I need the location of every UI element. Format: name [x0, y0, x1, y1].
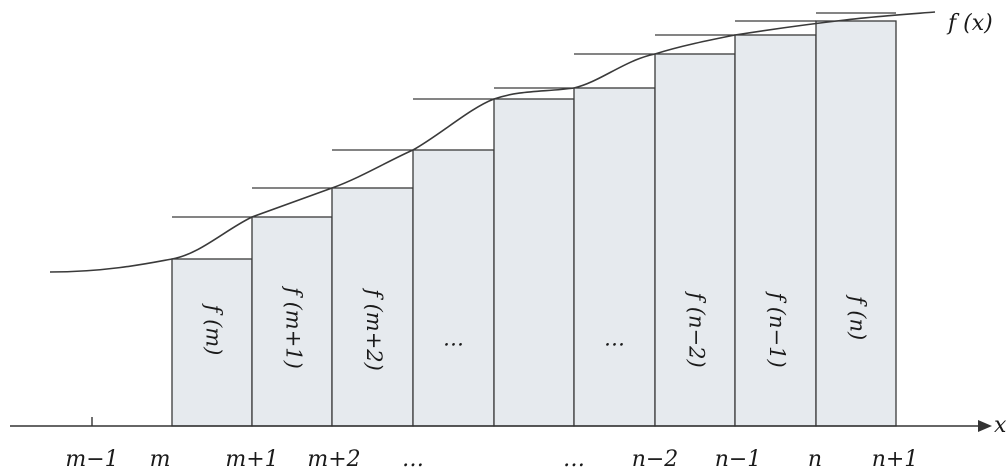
bar-2: [251, 216, 333, 427]
bar-8: [734, 34, 817, 427]
x-label-8: n−1: [715, 447, 762, 472]
x-label-2: m: [150, 447, 171, 472]
bar-7: [654, 53, 736, 427]
x-label-4: m+2: [307, 447, 360, 472]
x-axis-label: x: [994, 413, 1007, 438]
bar-label-5: …: [604, 327, 625, 351]
x-label-1: m−1: [65, 447, 118, 472]
curve-label: f (x): [946, 11, 993, 36]
bar-4: [412, 149, 495, 427]
bar-label-6: f (n−2): [685, 290, 709, 367]
bar-label-2: f (m+1): [282, 285, 306, 369]
bar-label-3: f (m+2): [362, 287, 386, 371]
function-curve: [49, 11, 936, 273]
bar-label-7: f (n−1): [765, 290, 789, 367]
x-label-5: …: [402, 447, 424, 472]
x-label-10: n+1: [872, 447, 919, 472]
bar-1: [171, 258, 253, 427]
x-label-3: m+1: [225, 447, 278, 472]
bar-label-1: f (m): [202, 303, 226, 356]
bar-label-4: …: [443, 327, 464, 351]
bar-9: [815, 20, 897, 427]
bar-label-8: f (n): [846, 294, 870, 340]
bar-3: [331, 187, 414, 427]
x-axis-tick-labels: m−1 m m+1 m+2 … … n−2 n−1 n n+1: [65, 447, 918, 472]
x-label-9: n: [808, 447, 822, 472]
bar-top-lines: [172, 12, 896, 218]
bar-5: [493, 98, 575, 427]
x-label-6: …: [563, 447, 585, 472]
bar-group: f (m) f (m+1) f (m+2) … … f (n−2) f (n−1) f (n): [171, 20, 897, 427]
x-axis-arrowhead: [978, 420, 992, 432]
x-label-7: n−2: [632, 447, 679, 472]
bar-6: [573, 87, 656, 427]
